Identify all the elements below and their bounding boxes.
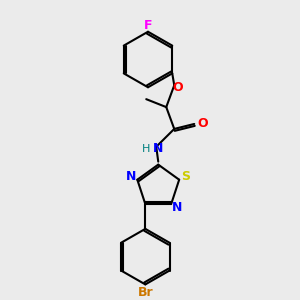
Text: N: N [172,201,182,214]
Text: H: H [142,144,150,154]
Text: Br: Br [137,286,153,299]
Text: S: S [181,170,190,183]
Text: N: N [126,170,136,183]
Text: N: N [153,142,164,155]
Text: O: O [172,81,183,94]
Text: O: O [197,118,208,130]
Text: F: F [144,19,152,32]
